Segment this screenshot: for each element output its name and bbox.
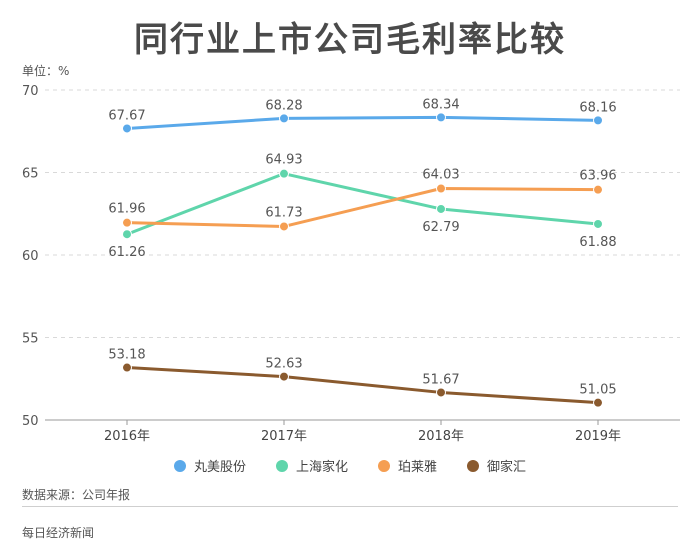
x-tick-label: 2018年 (418, 429, 464, 444)
y-tick-label: 70 (22, 84, 39, 99)
legend-swatch (467, 459, 480, 472)
x-tick-label: 2016年 (104, 429, 150, 444)
series-line (126, 172, 599, 236)
data-label: 61.88 (579, 235, 616, 250)
legend-label: 丸美股份 (193, 460, 246, 475)
data-label: 68.28 (265, 98, 302, 113)
data-point (593, 184, 603, 195)
series-line (126, 115, 599, 130)
data-label: 51.67 (422, 372, 459, 387)
legend-item: 御家汇 (467, 456, 526, 475)
series-line (126, 366, 599, 405)
y-tick-label: 50 (22, 414, 39, 429)
data-point (593, 218, 603, 229)
data-label: 61.73 (265, 205, 302, 220)
legend-item: 丸美股份 (173, 456, 246, 475)
legend: 丸美股份 上海家化 珀莱雅 御家汇 (0, 456, 700, 475)
data-point (279, 221, 289, 232)
data-point (436, 387, 446, 398)
data-point (279, 168, 289, 179)
source-note: 数据来源：公司年报 (22, 488, 131, 502)
data-point (593, 115, 603, 126)
data-label: 67.67 (108, 108, 145, 123)
legend-swatch (378, 459, 390, 472)
data-point (279, 113, 289, 124)
data-label: 53.18 (108, 348, 145, 363)
x-tick-label: 2019年 (575, 429, 621, 444)
data-label: 68.16 (579, 100, 616, 115)
data-point (436, 112, 446, 123)
legend-item: 上海家化 (275, 456, 348, 475)
data-point (122, 362, 132, 373)
data-label: 64.93 (265, 153, 302, 168)
data-label: 61.26 (108, 245, 145, 260)
data-label: 68.34 (422, 97, 459, 112)
chart-title: 同行业上市公司毛利率比较 (134, 20, 566, 60)
legend-label: 珀莱雅 (398, 460, 438, 475)
data-point (436, 203, 446, 214)
data-label: 61.96 (108, 202, 145, 217)
data-label: 62.79 (422, 220, 459, 235)
y-tick-label: 65 (22, 167, 39, 182)
data-point (593, 397, 603, 408)
data-label: 64.03 (422, 168, 459, 183)
legend-item: 珀莱雅 (378, 456, 437, 475)
data-point (122, 217, 132, 228)
legend-label: 御家汇 (487, 460, 527, 475)
legend-swatch (275, 459, 288, 472)
data-point (122, 123, 132, 134)
y-tick-label: 60 (22, 249, 39, 264)
x-tick-label: 2017年 (261, 429, 307, 444)
legend-label: 上海家化 (295, 460, 348, 475)
legend-swatch (173, 459, 186, 472)
data-point (279, 371, 289, 382)
data-point (436, 183, 446, 194)
data-point (122, 229, 132, 240)
data-label: 51.05 (579, 383, 616, 398)
y-tick-label: 55 (22, 332, 39, 347)
data-label: 52.63 (265, 357, 302, 372)
publisher-footer: 每日经济新闻 (22, 526, 95, 540)
unit-label: 单位：% (22, 64, 70, 78)
footer-divider (22, 506, 678, 507)
data-label: 63.96 (579, 169, 616, 184)
series-line (126, 187, 599, 228)
